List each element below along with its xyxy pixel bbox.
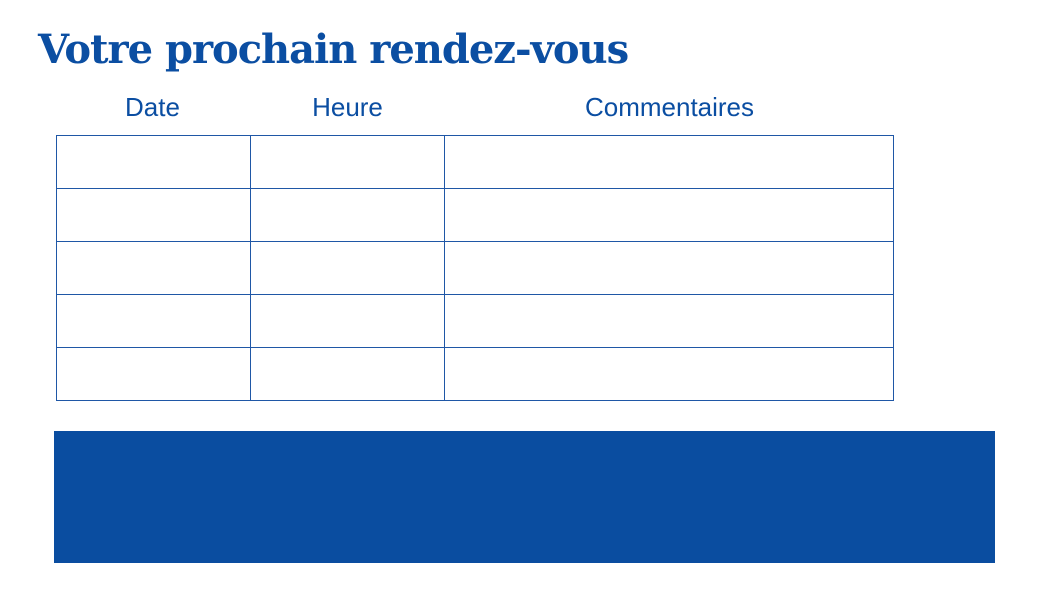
heure-cell[interactable]	[250, 188, 445, 242]
table-row	[56, 241, 894, 295]
column-header-date: Date	[125, 92, 180, 122]
table-row	[56, 135, 894, 189]
column-header-commentaires: Commentaires	[584, 92, 755, 122]
commentaires-cell[interactable]	[444, 241, 894, 295]
date-cell[interactable]	[56, 294, 251, 348]
table-row	[56, 188, 894, 242]
heure-cell[interactable]	[250, 241, 445, 295]
table-row	[56, 347, 894, 401]
commentaires-cell[interactable]	[444, 294, 894, 348]
date-cell[interactable]	[56, 241, 251, 295]
date-cell[interactable]	[56, 347, 251, 401]
commentaires-cell[interactable]	[444, 188, 894, 242]
table-row	[56, 294, 894, 348]
date-cell[interactable]	[56, 135, 251, 189]
blue-banner	[54, 431, 995, 563]
page-title: Votre prochain rendez-vous	[38, 26, 629, 73]
appointment-table	[56, 135, 894, 401]
heure-cell[interactable]	[250, 294, 445, 348]
commentaires-cell[interactable]	[444, 347, 894, 401]
heure-cell[interactable]	[250, 347, 445, 401]
column-header-heure: Heure	[312, 92, 383, 122]
commentaires-cell[interactable]	[444, 135, 894, 189]
date-cell[interactable]	[56, 188, 251, 242]
heure-cell[interactable]	[250, 135, 445, 189]
